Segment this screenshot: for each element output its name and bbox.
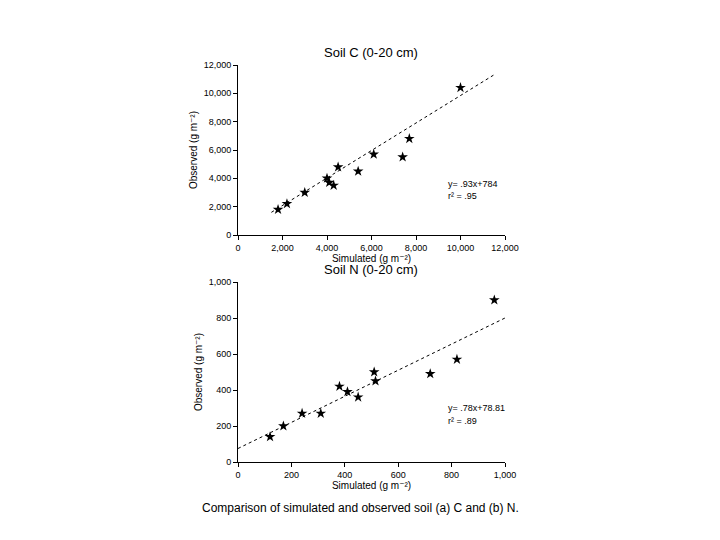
- svg-text:0: 0: [235, 243, 240, 253]
- svg-text:4,000: 4,000: [209, 173, 232, 183]
- svg-text:200: 200: [284, 470, 299, 480]
- svg-text:600: 600: [391, 470, 406, 480]
- svg-text:4,000: 4,000: [316, 243, 339, 253]
- svg-text:y= .78x+78.81: y= .78x+78.81: [448, 403, 505, 413]
- svg-text:6,000: 6,000: [360, 243, 383, 253]
- svg-text:12,000: 12,000: [204, 60, 232, 70]
- svg-text:10,000: 10,000: [204, 88, 232, 98]
- svg-text:Simulated (g m⁻²): Simulated (g m⁻²): [332, 480, 411, 491]
- svg-text:8,000: 8,000: [405, 243, 428, 253]
- svg-text:2,000: 2,000: [209, 202, 232, 212]
- svg-text:8,000: 8,000: [209, 117, 232, 127]
- svg-text:Simulated (g m⁻²): Simulated (g m⁻²): [332, 253, 411, 264]
- svg-text:800: 800: [444, 470, 459, 480]
- svg-text:r² = .95: r² = .95: [448, 191, 477, 201]
- svg-text:400: 400: [216, 385, 231, 395]
- svg-text:0: 0: [226, 230, 231, 240]
- svg-text:600: 600: [216, 349, 231, 359]
- svg-text:Soil N (0-20 cm): Soil N (0-20 cm): [324, 262, 418, 277]
- svg-text:Soil C (0-20 cm): Soil C (0-20 cm): [324, 45, 418, 60]
- svg-text:y= .93x+784: y= .93x+784: [448, 179, 498, 189]
- svg-text:400: 400: [337, 470, 352, 480]
- svg-text:Comparison of simulated and ob: Comparison of simulated and observed soi…: [202, 501, 519, 515]
- svg-text:12,000: 12,000: [491, 243, 519, 253]
- svg-text:6,000: 6,000: [209, 145, 232, 155]
- svg-text:Observed (g m⁻²): Observed (g m⁻²): [188, 111, 199, 189]
- svg-text:1,000: 1,000: [209, 277, 232, 287]
- svg-text:1,000: 1,000: [494, 470, 517, 480]
- svg-text:800: 800: [216, 313, 231, 323]
- svg-text:200: 200: [216, 421, 231, 431]
- svg-text:r² = .89: r² = .89: [448, 416, 477, 426]
- svg-text:0: 0: [226, 457, 231, 467]
- svg-text:10,000: 10,000: [447, 243, 475, 253]
- svg-text:2,000: 2,000: [271, 243, 294, 253]
- svg-text:0: 0: [235, 470, 240, 480]
- svg-text:Observed (g m⁻²): Observed (g m⁻²): [193, 333, 204, 411]
